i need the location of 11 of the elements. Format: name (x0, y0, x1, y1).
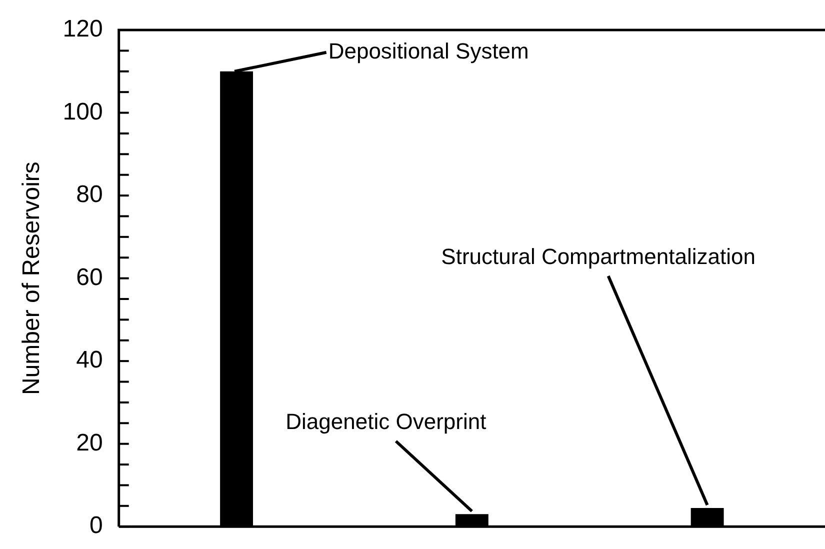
y-axis-title: Number of Reservoirs (18, 162, 46, 396)
y-tick-label: 100 (62, 98, 103, 126)
annotation: Diagenetic Overprint (286, 409, 486, 434)
y-tick-label: 60 (76, 264, 103, 291)
y-tick-label: 40 (76, 346, 103, 374)
y-tick-label: 0 (89, 512, 103, 540)
annotation: Structural Compartmentalization (441, 244, 756, 270)
y-tick-label: 20 (76, 429, 103, 456)
annotation: Depositional System (328, 38, 529, 64)
y-tick-label: 80 (76, 181, 103, 208)
y-tick-label: 120 (62, 16, 103, 43)
